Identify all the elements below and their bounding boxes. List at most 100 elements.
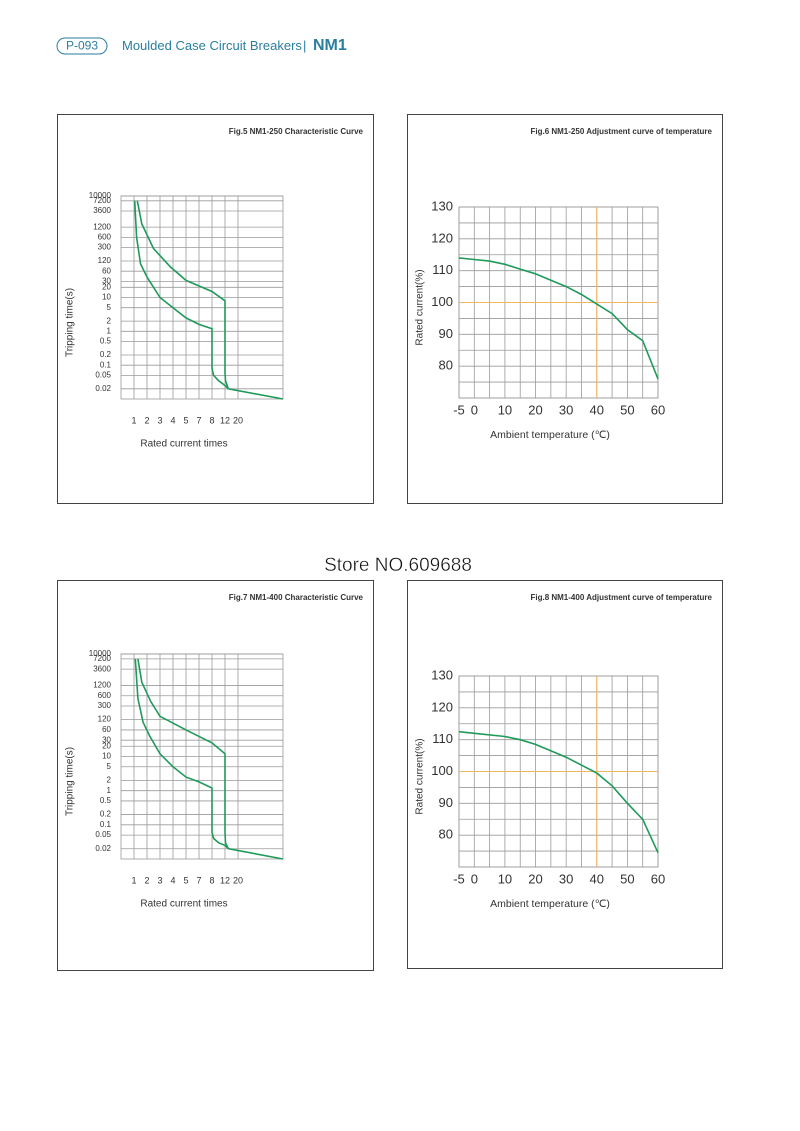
curve [133,200,229,390]
chart-panel: Fig.6 NM1-250 Adjustment curve of temper… [407,114,723,504]
x-tick-label: 10 [498,871,512,886]
curve [137,658,284,860]
y-tick-label: 5 [107,303,112,312]
panel-border [57,114,374,504]
x-tick-label: -5 [453,871,465,886]
y-axis-label: Rated current(%) [415,738,426,814]
y-tick-label: 7200 [93,196,111,205]
y-tick-label: 20 [102,741,111,750]
y-tick-label: 0.1 [100,820,112,829]
y-tick-label: 3600 [93,664,111,673]
x-tick-label: -5 [453,402,465,417]
x-tick-label: 3 [157,415,162,425]
x-tick-label: 20 [233,875,243,885]
y-tick-label: 0.5 [100,337,112,346]
y-tick-label: 130 [431,667,453,682]
x-tick-label: 40 [590,871,604,886]
x-tick-label: 5 [183,875,188,885]
y-tick-label: 20 [102,282,111,291]
y-tick-label: 0.5 [100,796,112,805]
x-tick-label: 8 [209,415,214,425]
chart-title: Fig.6 NM1-250 Adjustment curve of temper… [530,127,712,136]
y-tick-label: 110 [432,731,453,746]
y-tick-label: 1 [107,786,112,795]
x-tick-label: 20 [528,871,542,886]
panel-border [407,580,723,969]
x-axis-label: Ambient temperature (℃) [490,429,610,441]
y-tick-label: 2 [107,316,112,325]
y-tick-label: 0.05 [95,830,111,839]
x-tick-label: 5 [183,415,188,425]
y-tick-label: 2 [107,775,112,784]
x-tick-label: 12 [220,875,230,885]
y-tick-label: 1200 [93,681,111,690]
y-tick-label: 0.2 [100,810,112,819]
y-tick-label: 1 [107,326,112,335]
x-tick-label: 20 [233,415,243,425]
x-tick-label: 20 [528,402,542,417]
x-tick-label: 50 [620,402,634,417]
y-tick-label: 120 [431,699,453,714]
y-tick-label: 120 [98,715,112,724]
x-tick-label: 60 [651,871,665,886]
page-title: Moulded Case Circuit Breakers [122,38,302,53]
y-tick-label: 5 [107,762,112,771]
x-tick-label: 40 [590,402,604,417]
plot-border [120,195,284,400]
y-tick-label: 7200 [93,654,111,663]
x-tick-label: 12 [220,415,230,425]
y-tick-label: 600 [98,691,112,700]
y-tick-label: 0.02 [95,844,111,853]
x-tick-label: 0 [471,871,478,886]
curve [458,257,659,380]
y-tick-label: 0.05 [95,370,111,379]
page-code: P-093 [66,39,98,53]
y-tick-label: 0.2 [100,350,112,359]
x-tick-label: 8 [209,875,214,885]
curve [458,730,659,854]
y-tick-label: 110 [432,262,453,277]
y-tick-label: 0.02 [95,384,111,393]
x-axis-label: Ambient temperature (℃) [490,898,610,910]
x-tick-label: 7 [196,415,201,425]
curve [136,200,284,400]
x-tick-label: 60 [651,402,665,417]
y-tick-label: 10000 [89,649,112,658]
x-tick-label: 10 [498,402,512,417]
y-axis-label: Tripping time(s) [65,288,76,357]
chart-title: Fig.7 NM1-400 Characteristic Curve [229,593,364,602]
y-tick-label: 3600 [93,206,111,215]
y-tick-label: 60 [102,725,111,734]
chart-title: Fig.8 NM1-400 Adjustment curve of temper… [530,593,712,602]
y-tick-label: 1200 [93,222,111,231]
y-tick-label: 130 [431,198,453,213]
x-tick-label: 4 [170,875,175,885]
separator: | [303,38,306,53]
y-axis-label: Rated current(%) [415,269,426,345]
y-tick-label: 600 [98,232,112,241]
x-axis-label: Rated current times [140,899,227,910]
watermark: Store NO.609688 [324,555,472,576]
x-axis-label: Rated current times [140,439,227,450]
y-tick-label: 300 [98,701,112,710]
y-tick-label: 10 [102,752,111,761]
panel-border [57,580,374,971]
chart-panel: Fig.7 NM1-400 Characteristic Curve 100007… [57,580,374,971]
chart-panel: Fig.5 NM1-250 Characteristic Curve100007… [57,114,374,504]
y-tick-label: 120 [98,256,112,265]
y-tick-label: 300 [98,243,112,252]
x-tick-label: 30 [559,402,573,417]
x-tick-label: 1 [131,875,136,885]
y-tick-label: 10 [102,293,111,302]
y-axis-label: Tripping time(s) [65,747,76,816]
y-tick-label: 80 [439,358,453,373]
chart-title: Fig.5 NM1-250 Characteristic Curve [229,127,364,136]
x-tick-label: 3 [157,875,162,885]
x-tick-label: 2 [144,415,149,425]
y-tick-label: 80 [439,827,453,842]
y-tick-label: 90 [439,795,453,810]
x-tick-label: 30 [559,871,573,886]
y-tick-label: 90 [439,326,453,341]
x-tick-label: 0 [471,402,478,417]
